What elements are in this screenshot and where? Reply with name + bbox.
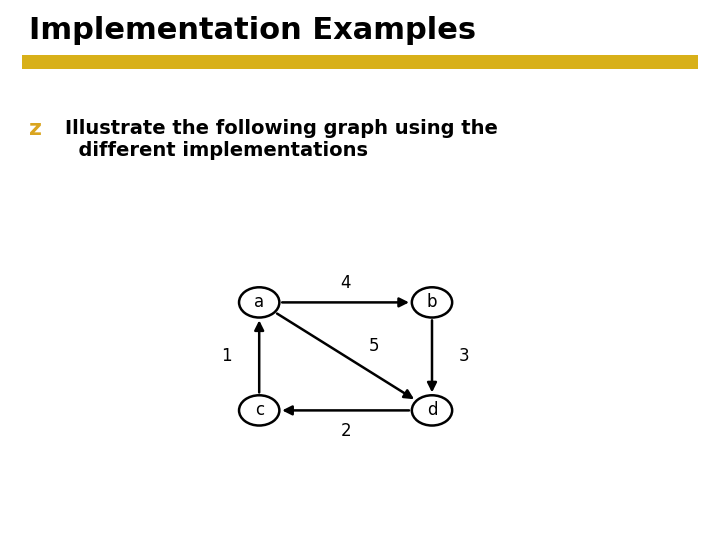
Circle shape	[239, 287, 279, 318]
FancyBboxPatch shape	[22, 55, 698, 69]
Text: c: c	[255, 401, 264, 420]
Circle shape	[239, 395, 279, 426]
Text: 4: 4	[341, 274, 351, 293]
Text: Illustrate the following graph using the
  different implementations: Illustrate the following graph using the…	[65, 119, 498, 160]
Text: 1: 1	[222, 347, 232, 366]
Circle shape	[412, 287, 452, 318]
Text: 5: 5	[369, 336, 379, 355]
Text: 2: 2	[341, 422, 351, 440]
Text: z: z	[29, 119, 42, 139]
Text: b: b	[427, 293, 437, 312]
Text: a: a	[254, 293, 264, 312]
Text: d: d	[427, 401, 437, 420]
Text: Implementation Examples: Implementation Examples	[29, 16, 476, 45]
Circle shape	[412, 395, 452, 426]
Text: 3: 3	[459, 347, 469, 366]
